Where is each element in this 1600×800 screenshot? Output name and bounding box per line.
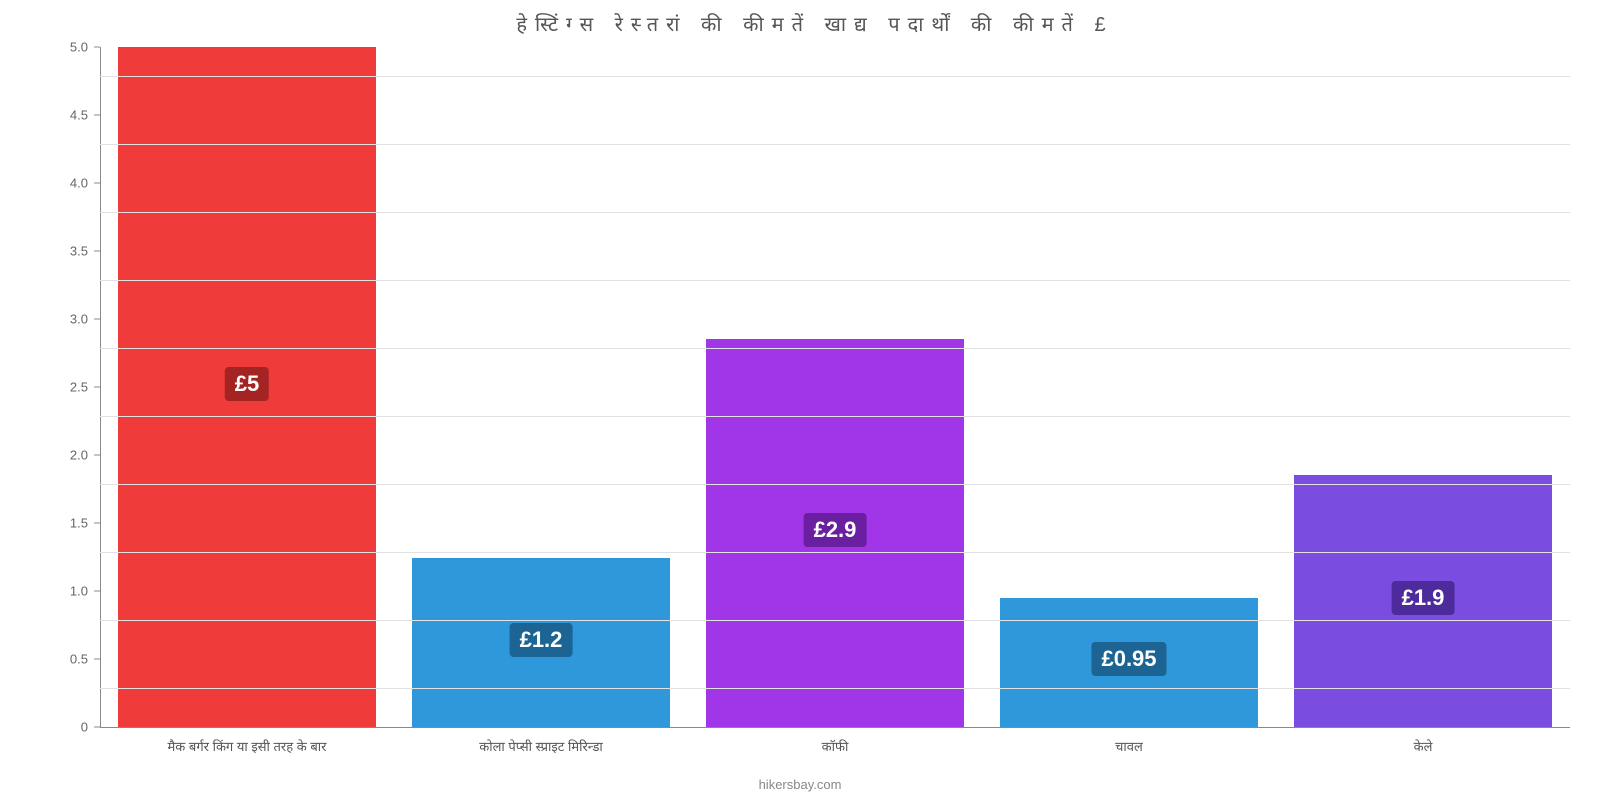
grid-line	[100, 620, 1570, 621]
price-bar-chart: हेस्टिंग्स रेस्तरां की कीमतें खाद्य पदार…	[0, 0, 1600, 800]
y-tick-label: 0	[81, 720, 88, 735]
bar-slot: £1.9	[1276, 47, 1570, 727]
y-tick: 4.5	[70, 108, 100, 123]
x-axis-label: कॉफी	[688, 727, 982, 755]
grid-line	[100, 688, 1570, 689]
y-tick-label: 5.0	[70, 40, 88, 55]
chart-title: हेस्टिंग्स रेस्तरां की कीमतें खाद्य पदार…	[60, 10, 1570, 37]
grid-line	[100, 280, 1570, 281]
y-tick: 0	[81, 720, 100, 735]
y-tick-label: 2.0	[70, 448, 88, 463]
y-tick: 4.0	[70, 176, 100, 191]
grid-line	[100, 144, 1570, 145]
y-tick-label: 4.5	[70, 108, 88, 123]
bar: £2.9	[706, 339, 965, 727]
value-badge: £5	[225, 367, 269, 401]
y-axis: 00.51.01.52.02.53.03.54.04.55.0	[50, 47, 100, 727]
x-axis: मैक बर्गर किंग या इसी तरह के बारकोला पेप…	[100, 727, 1570, 755]
grid-line	[100, 348, 1570, 349]
y-tick: 2.0	[70, 448, 100, 463]
bar: £5	[118, 47, 377, 727]
value-badge: £1.9	[1392, 581, 1455, 615]
bar-slot: £1.2	[394, 47, 688, 727]
y-tick-label: 3.0	[70, 312, 88, 327]
y-tick: 1.5	[70, 516, 100, 531]
y-tick: 1.0	[70, 584, 100, 599]
plot-area: 00.51.01.52.02.53.03.54.04.55.0 £5£1.2£2…	[60, 47, 1570, 757]
grid-line	[100, 552, 1570, 553]
bar-slot: £2.9	[688, 47, 982, 727]
value-badge: £0.95	[1091, 642, 1166, 676]
y-tick-label: 4.0	[70, 176, 88, 191]
grid-line	[100, 416, 1570, 417]
value-badge: £1.2	[510, 623, 573, 657]
value-badge: £2.9	[804, 513, 867, 547]
x-axis-label: केले	[1276, 727, 1570, 755]
y-tick-label: 1.0	[70, 584, 88, 599]
x-axis-label: मैक बर्गर किंग या इसी तरह के बार	[100, 727, 394, 755]
grid-line	[100, 484, 1570, 485]
x-axis-label: कोला पेप्सी स्प्राइट मिरिन्डा	[394, 727, 688, 755]
bar: £1.9	[1294, 475, 1553, 727]
y-tick: 5.0	[70, 40, 100, 55]
x-axis-label: चावल	[982, 727, 1276, 755]
grid-line	[100, 76, 1570, 77]
y-tick-label: 0.5	[70, 652, 88, 667]
bar-slot: £5	[100, 47, 394, 727]
y-tick-label: 3.5	[70, 244, 88, 259]
y-tick: 2.5	[70, 380, 100, 395]
y-tick: 3.5	[70, 244, 100, 259]
y-tick: 0.5	[70, 652, 100, 667]
y-tick: 3.0	[70, 312, 100, 327]
bars-container: £5 £1.2 £2.9 £0.95 £1.9	[100, 47, 1570, 727]
y-tick-label: 1.5	[70, 516, 88, 531]
grid-line	[100, 212, 1570, 213]
bar: £0.95	[1000, 598, 1259, 727]
bar: £1.2	[412, 558, 671, 727]
bar-slot: £0.95	[982, 47, 1276, 727]
y-tick-label: 2.5	[70, 380, 88, 395]
chart-footer: hikersbay.com	[0, 777, 1600, 792]
